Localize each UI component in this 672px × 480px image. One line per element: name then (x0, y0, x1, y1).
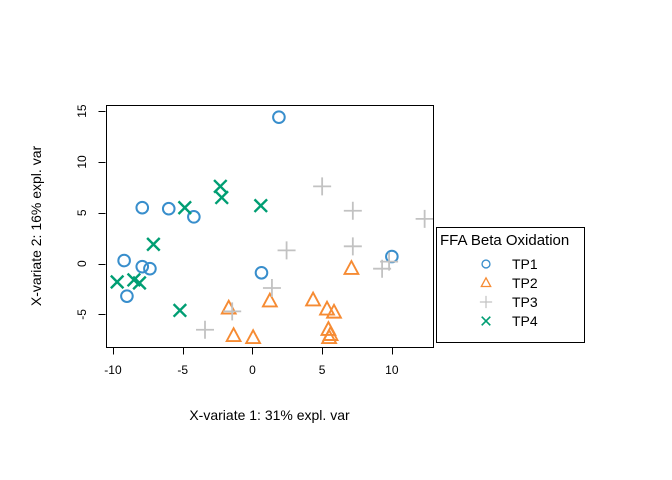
legend-entry-tp1: TP1 (437, 255, 584, 274)
circle-marker-icon (481, 259, 491, 270)
data-point-plus (262, 279, 281, 298)
data-point-circle (481, 259, 491, 270)
legend-entry-tp2: TP2 (437, 274, 584, 293)
plot-box (106, 105, 434, 348)
data-point-triangle (244, 328, 262, 344)
y-tick-label: 10 (75, 155, 89, 169)
data-point-x (132, 275, 147, 291)
data-point-plus (373, 259, 392, 278)
y-tick-label: 5 (75, 209, 89, 216)
data-point-plus (343, 201, 362, 220)
x-marker-icon (481, 315, 491, 326)
legend-title: FFA Beta Oxidation (440, 232, 570, 249)
data-point-x (146, 237, 161, 252)
data-point-circle (135, 259, 150, 274)
data-point-plus (415, 209, 433, 228)
data-point-circle (161, 201, 176, 216)
x-tick-label: -10 (104, 363, 122, 377)
legend-label-tp4: TP4 (512, 312, 538, 329)
legend-label-tp1: TP1 (512, 256, 538, 273)
data-point-x (214, 190, 229, 205)
y-tick-label: 15 (75, 104, 89, 118)
data-point-triangle (304, 290, 322, 307)
data-point-x (177, 200, 192, 215)
data-point-triangle (318, 299, 336, 316)
y-tick-label: -5 (75, 309, 89, 320)
data-point-circle (135, 200, 150, 215)
data-point-triangle (261, 291, 279, 308)
x-axis-label: X-variate 1: 31% expl. var (189, 407, 350, 423)
x-tick-label: 10 (385, 363, 399, 377)
legend-label-tp2: TP2 (512, 275, 538, 292)
data-point-circle (254, 265, 269, 280)
data-point-x (110, 274, 125, 290)
y-tick-label: 0 (75, 260, 89, 267)
data-point-triangle (320, 328, 338, 344)
data-point-circle (117, 253, 131, 268)
data-point-circle (272, 110, 286, 125)
data-point-triangle (225, 326, 243, 342)
legend-entry-tp3: TP3 (437, 293, 584, 312)
x-tick-label: 0 (249, 363, 256, 377)
data-point-circle (187, 210, 201, 224)
data-point-x (481, 315, 491, 326)
legend-label-tp3: TP3 (512, 293, 538, 310)
x-tick-label: 5 (319, 363, 326, 377)
data-point-plus (277, 241, 296, 260)
data-point-circle (120, 289, 134, 303)
data-point-x (172, 303, 188, 318)
data-points-layer (110, 110, 433, 344)
legend: FFA Beta Oxidation TP1 TP2 TP3 TP4 (436, 227, 585, 343)
triangle-marker-icon (480, 276, 492, 288)
data-point-plus (479, 295, 493, 309)
legend-entry-tp4: TP4 (437, 311, 584, 330)
data-point-plus (223, 302, 242, 321)
data-point-triangle (325, 302, 343, 319)
data-point-plus (343, 237, 362, 256)
data-point-plus (380, 252, 399, 271)
data-point-circle (143, 261, 157, 276)
y-axis-label: X-variate 2: 16% expl. var (28, 145, 44, 307)
data-point-x (253, 198, 268, 213)
data-point-circle (385, 249, 399, 264)
data-point-plus (196, 320, 215, 339)
x-tick-label: -5 (177, 363, 188, 377)
plus-marker-icon (479, 295, 493, 309)
data-point-triangle (480, 276, 492, 288)
data-point-plus (313, 177, 332, 196)
data-point-triangle (342, 259, 360, 275)
